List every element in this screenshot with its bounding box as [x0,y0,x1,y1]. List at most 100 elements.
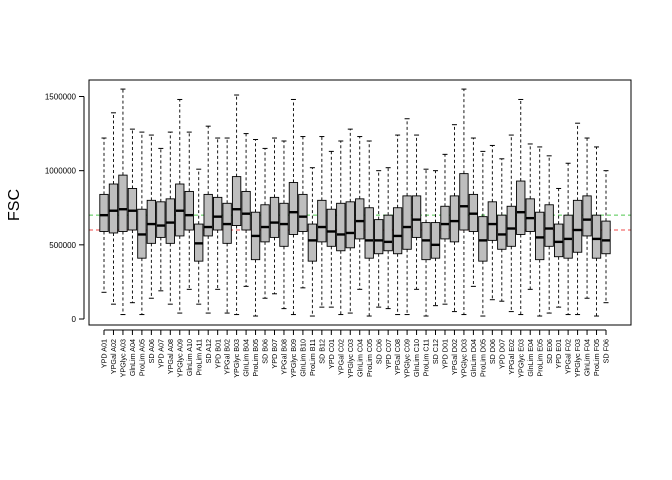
box-42 [487,144,497,301]
iqr-box [317,199,327,243]
iqr-box [572,199,583,253]
iqr-box [411,195,422,238]
box-13 [213,137,223,290]
box-45 [516,98,526,316]
x-tick-label: SD F06 [602,339,611,363]
iqr-box [525,198,535,232]
iqr-box [487,201,497,241]
x-tick-label: SD C12 [431,339,440,364]
box-23 [307,167,318,317]
x-tick-label: YPGal B08 [280,339,289,375]
box-52 [582,137,592,299]
iqr-box [326,208,336,247]
iqr-box [506,205,516,247]
box-51 [572,122,583,316]
x-tick-label: YPGlyc F03 [573,339,582,377]
x-tick-label: YPGlyc A03 [119,339,128,377]
iqr-box [307,223,318,262]
box-14 [222,137,232,314]
x-tick-label: YPD A01 [100,339,109,368]
iqr-box [563,214,573,259]
iqr-box [402,195,412,250]
x-tick-label: YPGal F02 [564,339,573,374]
x-tick-label: ProLim B05 [251,339,260,377]
iqr-box [165,198,175,244]
box-38 [449,124,460,313]
x-tick-label: YPGal B02 [223,339,232,375]
x-tick-label: SD D06 [488,339,497,364]
iqr-box [213,196,223,231]
x-tick-label: GlnLim C10 [412,339,421,377]
x-tick-label: ProLim E05 [535,339,544,377]
box-5 [137,131,147,316]
x-tick-label: YPGlyc B03 [232,339,241,378]
box-series [99,88,611,317]
x-tick-label: YPGal C02 [336,339,345,375]
iqr-box [478,216,488,262]
x-tick-label: YPGal D02 [450,339,459,375]
box-53 [591,146,602,317]
box-15 [231,94,242,316]
box-20 [279,140,289,310]
iqr-box [591,214,602,259]
box-36 [430,170,441,307]
box-43 [497,158,507,302]
box-46 [525,143,535,290]
iqr-box [392,207,403,255]
y-tick-label: 0 [72,315,77,324]
x-tick-label: GlnLim E04 [526,339,535,377]
box-6 [146,134,157,299]
box-44 [506,134,516,313]
y-tick-label: 500000 [49,241,76,250]
box-1 [99,137,109,293]
box-48 [544,155,554,314]
iqr-box [497,214,507,250]
iqr-box [336,202,346,252]
x-tick-label: YPGal E02 [507,339,516,375]
x-tick-label: SD E06 [545,339,554,364]
x-tick-label: ProLim A05 [137,339,146,376]
x-tick-label: YPGal C08 [393,339,402,375]
y-axis-title: FSC [6,189,23,221]
x-tick-label: SD B06 [261,339,270,364]
x-tick-label: GlnLim D04 [469,339,478,377]
box-4 [127,128,138,304]
box-27 [345,128,355,314]
x-tick-label: GlnLim C04 [355,339,364,377]
x-tick-label: ProLim A11 [194,339,203,376]
iqr-box [231,176,242,227]
box-50 [563,162,573,316]
x-tick-label: YPD C07 [384,339,393,369]
x-tick-label: GlnLim B10 [299,339,308,377]
x-tick-label: YPD D01 [441,339,450,369]
iqr-box [298,193,308,232]
iqr-box [127,188,138,231]
box-33 [402,118,412,316]
box-31 [383,167,393,310]
x-tick-label: GlnLim A04 [128,339,137,376]
x-tick-label: YPGlyc C09 [403,339,412,378]
iqr-box [260,204,270,243]
iqr-box [440,205,450,240]
box-39 [459,88,469,316]
iqr-box [269,196,280,238]
iqr-box [430,222,441,259]
box-40 [468,137,479,287]
x-axis: YPD A01 YPGal A02 YPGlyc A03 GlnLim A04 ProL… [100,329,611,378]
box-28 [355,136,365,290]
x-tick-label: ProLim C11 [422,339,431,376]
iqr-box [288,182,299,235]
iqr-box [108,183,119,234]
x-tick-label: YPGal A02 [109,339,118,374]
iqr-box [582,195,592,237]
box-41 [478,150,488,317]
x-tick-label: YPGlyc E03 [516,339,525,378]
box-2 [108,112,119,305]
box-19 [269,137,280,295]
box-37 [440,153,450,305]
box-8 [165,131,175,305]
iqr-box [459,173,469,231]
iqr-box [374,219,384,255]
iqr-box [383,214,393,252]
